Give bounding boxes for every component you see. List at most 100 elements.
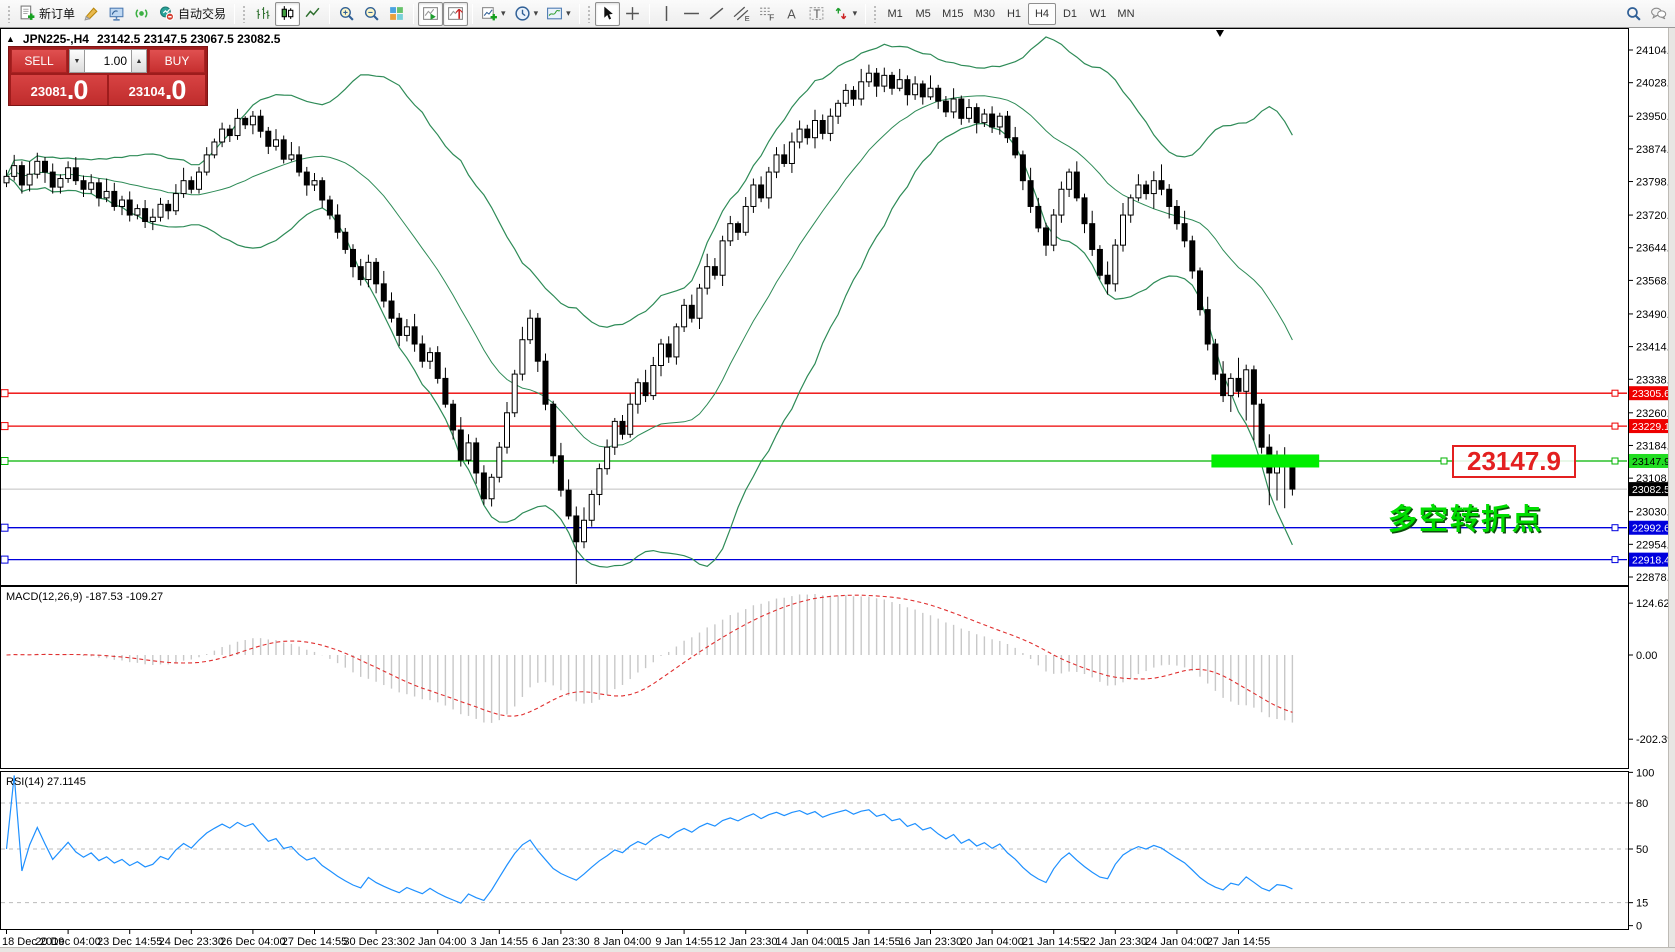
fibonacci-icon: F xyxy=(759,7,774,22)
text-label-tool-button[interactable]: T xyxy=(804,2,829,26)
indicators-button[interactable]: ▾ xyxy=(477,2,510,26)
clock-icon xyxy=(514,6,530,21)
collapse-quote-panel-icon[interactable]: ▲ xyxy=(6,34,15,44)
symbol-period-label: JPN225-,H4 xyxy=(22,32,89,46)
timeframe-h1-button[interactable]: H1 xyxy=(1006,7,1021,20)
tile-windows-icon xyxy=(390,7,403,20)
cursor-tool-button[interactable] xyxy=(594,1,620,26)
auto-scroll-button[interactable] xyxy=(418,1,444,26)
rsi-line xyxy=(5,775,1293,904)
hline-handle[interactable] xyxy=(1,555,9,564)
chart-canvas[interactable]: MACD(12,26,9) -187.53 -109.27 RSI(14) 27.… xyxy=(0,28,1675,952)
horizontal-line-tool-button[interactable] xyxy=(679,2,704,26)
profile-button[interactable] xyxy=(104,2,129,26)
callout-connector-handle xyxy=(1440,457,1448,465)
macd-label: MACD(12,26,9) -187.53 -109.27 xyxy=(6,591,163,603)
price-callout-box[interactable]: 23147.9 xyxy=(1452,445,1576,478)
hline-handle[interactable] xyxy=(1,389,9,398)
toolbar-separator xyxy=(329,3,331,24)
timeframe-m5-button[interactable]: M5 xyxy=(915,7,931,20)
tile-windows-button[interactable] xyxy=(384,2,409,26)
bar-chart-button[interactable] xyxy=(250,2,275,26)
timeframe-h4-button[interactable]: H4 xyxy=(1027,2,1056,25)
vertical-line-tool-button[interactable] xyxy=(654,2,679,26)
sell-button[interactable]: SELL xyxy=(11,49,67,73)
new-order-button[interactable]: 新订单 xyxy=(15,2,79,26)
candlestick-icon xyxy=(281,6,294,20)
chat-button[interactable] xyxy=(1646,2,1671,26)
price-tag: 23305.6 xyxy=(1632,388,1670,400)
timeframe-mn-button[interactable]: MN xyxy=(1117,7,1135,20)
toolbar-grip[interactable] xyxy=(7,4,12,23)
one-click-trading-panel: SELL ▼ ▲ BUY 23081 .0 23104 .0 xyxy=(8,46,208,106)
horizontal-line-icon xyxy=(683,12,699,15)
timeframe-m15-button[interactable]: M15 xyxy=(942,7,964,20)
crosshair-tool-button[interactable] xyxy=(620,2,645,26)
chart-shift-button[interactable] xyxy=(443,1,469,26)
time-tick-label: 16 Jan 23:30 xyxy=(899,936,963,948)
zoom-out-icon xyxy=(364,6,379,21)
chart-shift-icon xyxy=(448,7,463,20)
timeframe-w1-button[interactable]: W1 xyxy=(1089,7,1107,20)
auto-trading-button[interactable]: 自动交易 xyxy=(154,2,230,26)
price-tick-label: 23030.0 xyxy=(1636,507,1675,519)
svg-text:F: F xyxy=(769,12,774,22)
search-button[interactable] xyxy=(1621,2,1646,26)
hline-handle[interactable] xyxy=(1611,524,1619,532)
main-chart-layer xyxy=(1,36,1627,584)
arrows-icon xyxy=(835,7,846,20)
sell-price-pips: .0 xyxy=(66,75,89,105)
price-tick-label: 22878.0 xyxy=(1636,572,1675,584)
equidistant-channel-tool-button[interactable]: E xyxy=(729,2,754,26)
rsi-tick-label: 50 xyxy=(1636,844,1648,856)
styles-button[interactable] xyxy=(79,2,104,26)
toolbar-grip[interactable] xyxy=(242,4,248,23)
hline-handle[interactable] xyxy=(1611,457,1619,465)
toolbar-grip[interactable] xyxy=(873,4,879,23)
sell-price-main: 23081 xyxy=(30,84,67,99)
dropdown-caret: ▾ xyxy=(566,8,571,18)
zoom-in-button[interactable] xyxy=(334,2,359,26)
line-chart-button[interactable] xyxy=(300,2,325,26)
hline-handle[interactable] xyxy=(1,457,9,465)
signals-button[interactable] xyxy=(129,2,154,26)
sell-price-display[interactable]: 23081 .0 xyxy=(11,75,107,105)
rsi-pane xyxy=(0,771,1629,930)
auto-scroll-icon xyxy=(423,7,438,20)
highlight-bar[interactable] xyxy=(1211,454,1320,468)
buy-price-display[interactable]: 23104 .0 xyxy=(109,75,205,105)
timeframe-m30-button[interactable]: M30 xyxy=(973,7,995,20)
hline-handle[interactable] xyxy=(1611,422,1619,430)
hline-handle[interactable] xyxy=(1611,556,1619,564)
price-axis[interactable]: 24104.0 24028.0 23950.0 23874.0 23798.0 23720… xyxy=(1628,45,1675,933)
hline-handle[interactable] xyxy=(1,523,9,532)
volume-step-up-button[interactable]: ▲ xyxy=(131,49,147,73)
monitor-icon xyxy=(109,7,124,21)
candlestick-chart-button[interactable] xyxy=(275,1,301,26)
macd-tick-label: 124.62 xyxy=(1636,598,1670,610)
timeframe-d1-button[interactable]: D1 xyxy=(1062,7,1077,20)
bollinger-lower-line xyxy=(6,122,1293,568)
zoom-out-button[interactable] xyxy=(359,2,384,26)
toolbar-separator xyxy=(413,3,415,24)
fibonacci-tool-button[interactable]: F xyxy=(754,2,779,26)
dropdown-caret: ▾ xyxy=(533,8,539,18)
bollinger-upper-line xyxy=(5,36,1293,328)
volume-step-down-button[interactable]: ▼ xyxy=(69,49,85,73)
timeframe-m1-button[interactable]: M1 xyxy=(887,7,903,20)
volume-input[interactable] xyxy=(85,49,131,73)
hline-handle[interactable] xyxy=(1,422,9,431)
buy-button[interactable]: BUY xyxy=(149,49,205,73)
time-tick-label: 23 Dec 14:55 xyxy=(97,936,162,948)
arrows-tool-button[interactable]: ▾ xyxy=(829,2,862,26)
templates-button[interactable]: ▾ xyxy=(542,2,575,26)
annotation-text[interactable]: 多空转折点 xyxy=(1388,504,1544,536)
toolbar-grip[interactable] xyxy=(586,4,592,23)
time-tick-label: 18 Dec 2019 xyxy=(2,936,64,948)
periods-button[interactable]: ▾ xyxy=(510,2,543,26)
trendline-tool-button[interactable] xyxy=(704,2,729,26)
hline-handle[interactable] xyxy=(1611,389,1619,397)
time-tick-label: 20 Dec 04:00 xyxy=(35,936,100,948)
text-tool-button[interactable]: A xyxy=(779,2,804,26)
